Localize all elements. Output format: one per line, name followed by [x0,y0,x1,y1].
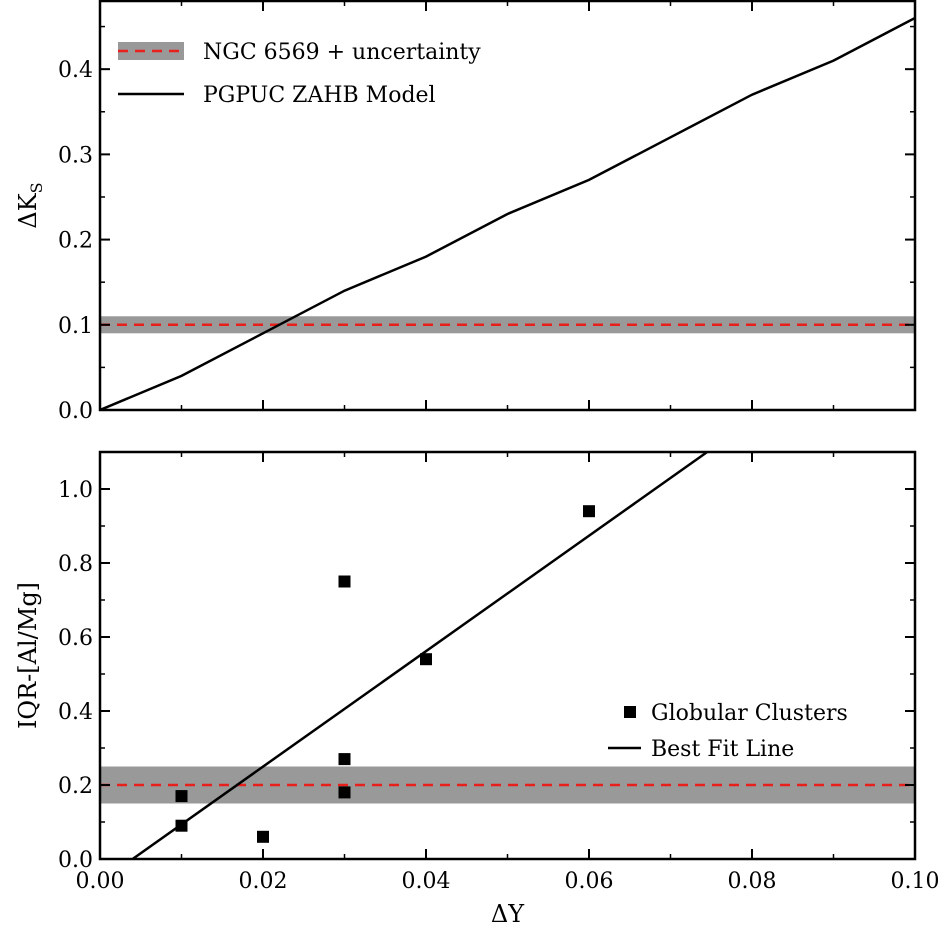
data-point [583,505,595,518]
y-axis-label-main: ΔK [14,192,42,228]
y-tick-label: 0.6 [58,626,93,651]
y-tick-label: 0.0 [58,399,93,424]
x-tick-label: 0.08 [728,869,777,894]
legend-band-swatch [118,42,184,60]
data-point [338,753,351,766]
x-tick-label: 0.04 [402,869,451,894]
y-tick-label: 0.0 [58,848,93,873]
legend-label: Globular Clusters [651,701,848,726]
data-point [338,575,351,588]
data-point [175,790,188,803]
y-axis-label: ΔKS [14,182,46,228]
top-panel: 0.0 0.1 0.2 0.3 0.4 ΔKS NGC 6569 + uncertainty… [14,0,917,424]
data-point [257,830,269,843]
legend-marker-swatch [624,706,636,718]
y-tick-label: 0.4 [58,700,93,725]
uncertainty-band [100,316,915,334]
best-fit-line [131,452,708,859]
y-axis-label-main: IQR-[Al/Mg] [14,582,42,729]
model-line [100,16,915,410]
data-point [420,653,432,666]
plot-area [100,452,915,859]
y-axis-label: IQR-[Al/Mg] [14,582,42,729]
x-tick-label: 0.06 [565,869,614,894]
y-tick-label: 0.2 [58,774,93,799]
legend: Globular Clusters Best Fit Line [608,701,848,762]
data-point [338,786,351,799]
legend-label: NGC 6569 + uncertainty [203,40,481,65]
y-tick-label: 1.0 [58,478,93,503]
y-tick-label: 0.1 [58,314,93,339]
x-axis-label: ΔY [491,900,525,928]
legend-label: Best Fit Line [651,737,794,762]
y-tick-label: 0.2 [58,229,93,254]
y-tick-label: 0.3 [58,143,93,168]
y-tick-label: 0.4 [58,58,93,83]
plot-area [100,16,915,410]
bottom-panel: 0.00 0.02 0.04 0.06 0.08 0.10 0.0 0.2 0.4 0.6 0.8 1… [14,450,940,928]
legend-label: PGPUC ZAHB Model [203,83,436,108]
x-tick-label: 0.10 [891,869,940,894]
legend: NGC 6569 + uncertainty PGPUC ZAHB Model [118,40,481,108]
y-tick-label: 0.8 [58,552,93,577]
x-tick-label: 0.00 [76,869,125,894]
x-tick-label: 0.02 [239,869,288,894]
y-axis-label-subscript: S [27,182,46,193]
